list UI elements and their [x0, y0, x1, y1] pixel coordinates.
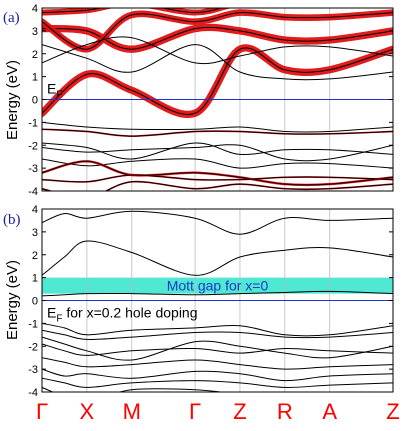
kpoint-label-6: A — [322, 399, 337, 424]
panel-a-band-6 — [42, 121, 393, 133]
kpoint-label-2: M — [123, 399, 141, 424]
kpoint-label-4: Z — [233, 399, 246, 424]
panel-b-ylabel: Energy (eV) — [4, 260, 21, 340]
panel-b-ytick-label: 0 — [32, 296, 38, 308]
panel-b-label: (b) — [3, 212, 21, 228]
panel-b-band-3 — [42, 290, 393, 297]
panel-a-ylabel: Energy (eV) — [4, 60, 21, 140]
panel-a-band-5 — [42, 44, 393, 81]
panel-b-band-8 — [42, 357, 393, 370]
panel-a-band-9 — [42, 144, 393, 162]
panel-b-plot-area — [42, 200, 393, 392]
panel-a-band-0 — [42, 47, 393, 115]
panel-a-ytick-label: 4 — [32, 3, 38, 15]
panel-a-band-7 — [42, 128, 393, 137]
panel-b-ytick-label: 4 — [32, 204, 38, 216]
panel-b-ytick-label: -2 — [28, 341, 38, 353]
panel-b-band-1 — [42, 210, 393, 235]
panel-b-band-0 — [42, 240, 393, 276]
mott-gap-label: Mott gap for x=0 — [167, 278, 269, 294]
panel-b-band-11 — [42, 386, 225, 392]
panel-a-band-11 — [42, 160, 393, 186]
panel-b-band-10 — [42, 377, 393, 388]
panel-a-ytick-label: 0 — [32, 95, 38, 107]
panel-a-ytick-label: -2 — [28, 140, 38, 152]
panel-b-ytick-label: 3 — [32, 227, 38, 239]
panel-a-plot-area — [42, 8, 393, 191]
panel-a-band-10 — [42, 158, 393, 169]
panel-b-band-9 — [42, 368, 393, 382]
panel-a-band-13 — [42, 181, 393, 191]
panel-b-band-4 — [42, 322, 393, 337]
panel-b-band-7 — [42, 343, 393, 356]
kpoint-label-1: X — [80, 399, 95, 424]
panel-b-band-6 — [42, 336, 393, 361]
kpoint-label-3: Γ — [189, 399, 201, 424]
kpoint-label-7: Z — [386, 399, 399, 424]
mott-gap-band — [42, 277, 393, 294]
panel-b-ytick-label: -3 — [28, 364, 38, 376]
panel-b-ytick-label: -1 — [28, 318, 38, 330]
panel-a-band-8 — [42, 142, 393, 160]
panel-b-fermi-subscript: F — [56, 314, 62, 325]
panel-a-band-1 — [42, 26, 393, 50]
panel-a-band-3 — [42, 8, 223, 14]
panel-a-label: (a) — [3, 10, 20, 26]
panel-a-fermi-subscript: F — [56, 90, 62, 101]
panel-b-ytick-label: 1 — [32, 273, 38, 285]
panel-b-band-2 — [42, 200, 393, 205]
panel-a-ytick-label: -4 — [28, 186, 38, 198]
panel-a-ytick-label: -3 — [28, 163, 38, 175]
panel-a-band-12 — [42, 174, 393, 183]
panel-a-band-4 — [42, 36, 393, 65]
panel-b-fermi-annotation: for x=0.2 hole doping — [62, 305, 197, 321]
kpoint-label-0: Γ — [36, 399, 48, 424]
panel-b-band-5 — [42, 329, 393, 340]
panel-a-ytick-label: 2 — [32, 49, 38, 61]
panel-b-fermi-label: EF for x=0.2 hole doping — [47, 305, 198, 325]
panel-a-ytick-label: 3 — [32, 26, 38, 38]
panel-b-ytick-label: -4 — [28, 387, 38, 399]
panel-a-band-2 — [42, 12, 393, 50]
panel-a-ytick-label: -1 — [28, 117, 38, 129]
panel-b-ytick-label: 2 — [32, 250, 38, 262]
kpoint-label-5: R — [277, 399, 293, 424]
panel-a-ytick-label: 1 — [32, 72, 38, 84]
panel-a-fatband-0 — [42, 44, 393, 119]
